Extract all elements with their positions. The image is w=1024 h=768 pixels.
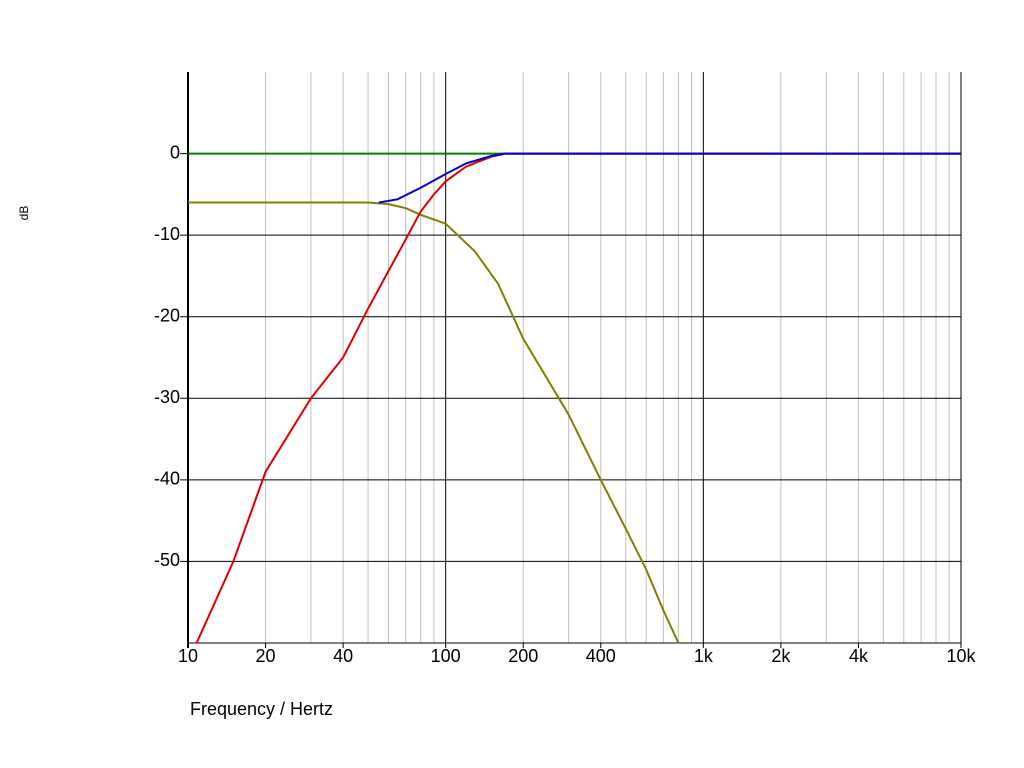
x-tick-label: 10	[178, 646, 198, 666]
x-tick-label: 20	[256, 646, 276, 666]
series-line	[195, 152, 961, 644]
y-tick-label: -50	[154, 550, 180, 570]
y-tick-label: -30	[154, 387, 180, 407]
x-tick-label: 10k	[946, 646, 976, 666]
x-tick-label: 200	[508, 646, 538, 666]
x-tick-label: 400	[586, 646, 616, 666]
y-axis-label: dB	[17, 206, 31, 221]
x-tick-label: 4k	[849, 646, 869, 666]
y-tick-label: -10	[154, 224, 180, 244]
series-line	[378, 152, 961, 204]
x-tick-label: 100	[431, 646, 461, 666]
x-axis-label: Frequency / Hertz	[190, 699, 333, 719]
y-tick-label: -20	[154, 305, 180, 325]
series-line	[188, 201, 680, 644]
x-tick-label: 2k	[771, 646, 791, 666]
x-tick-label: 1k	[694, 646, 714, 666]
y-tick-label: 0	[170, 142, 180, 162]
y-tick-label: -40	[154, 469, 180, 489]
x-tick-label: 40	[333, 646, 353, 666]
